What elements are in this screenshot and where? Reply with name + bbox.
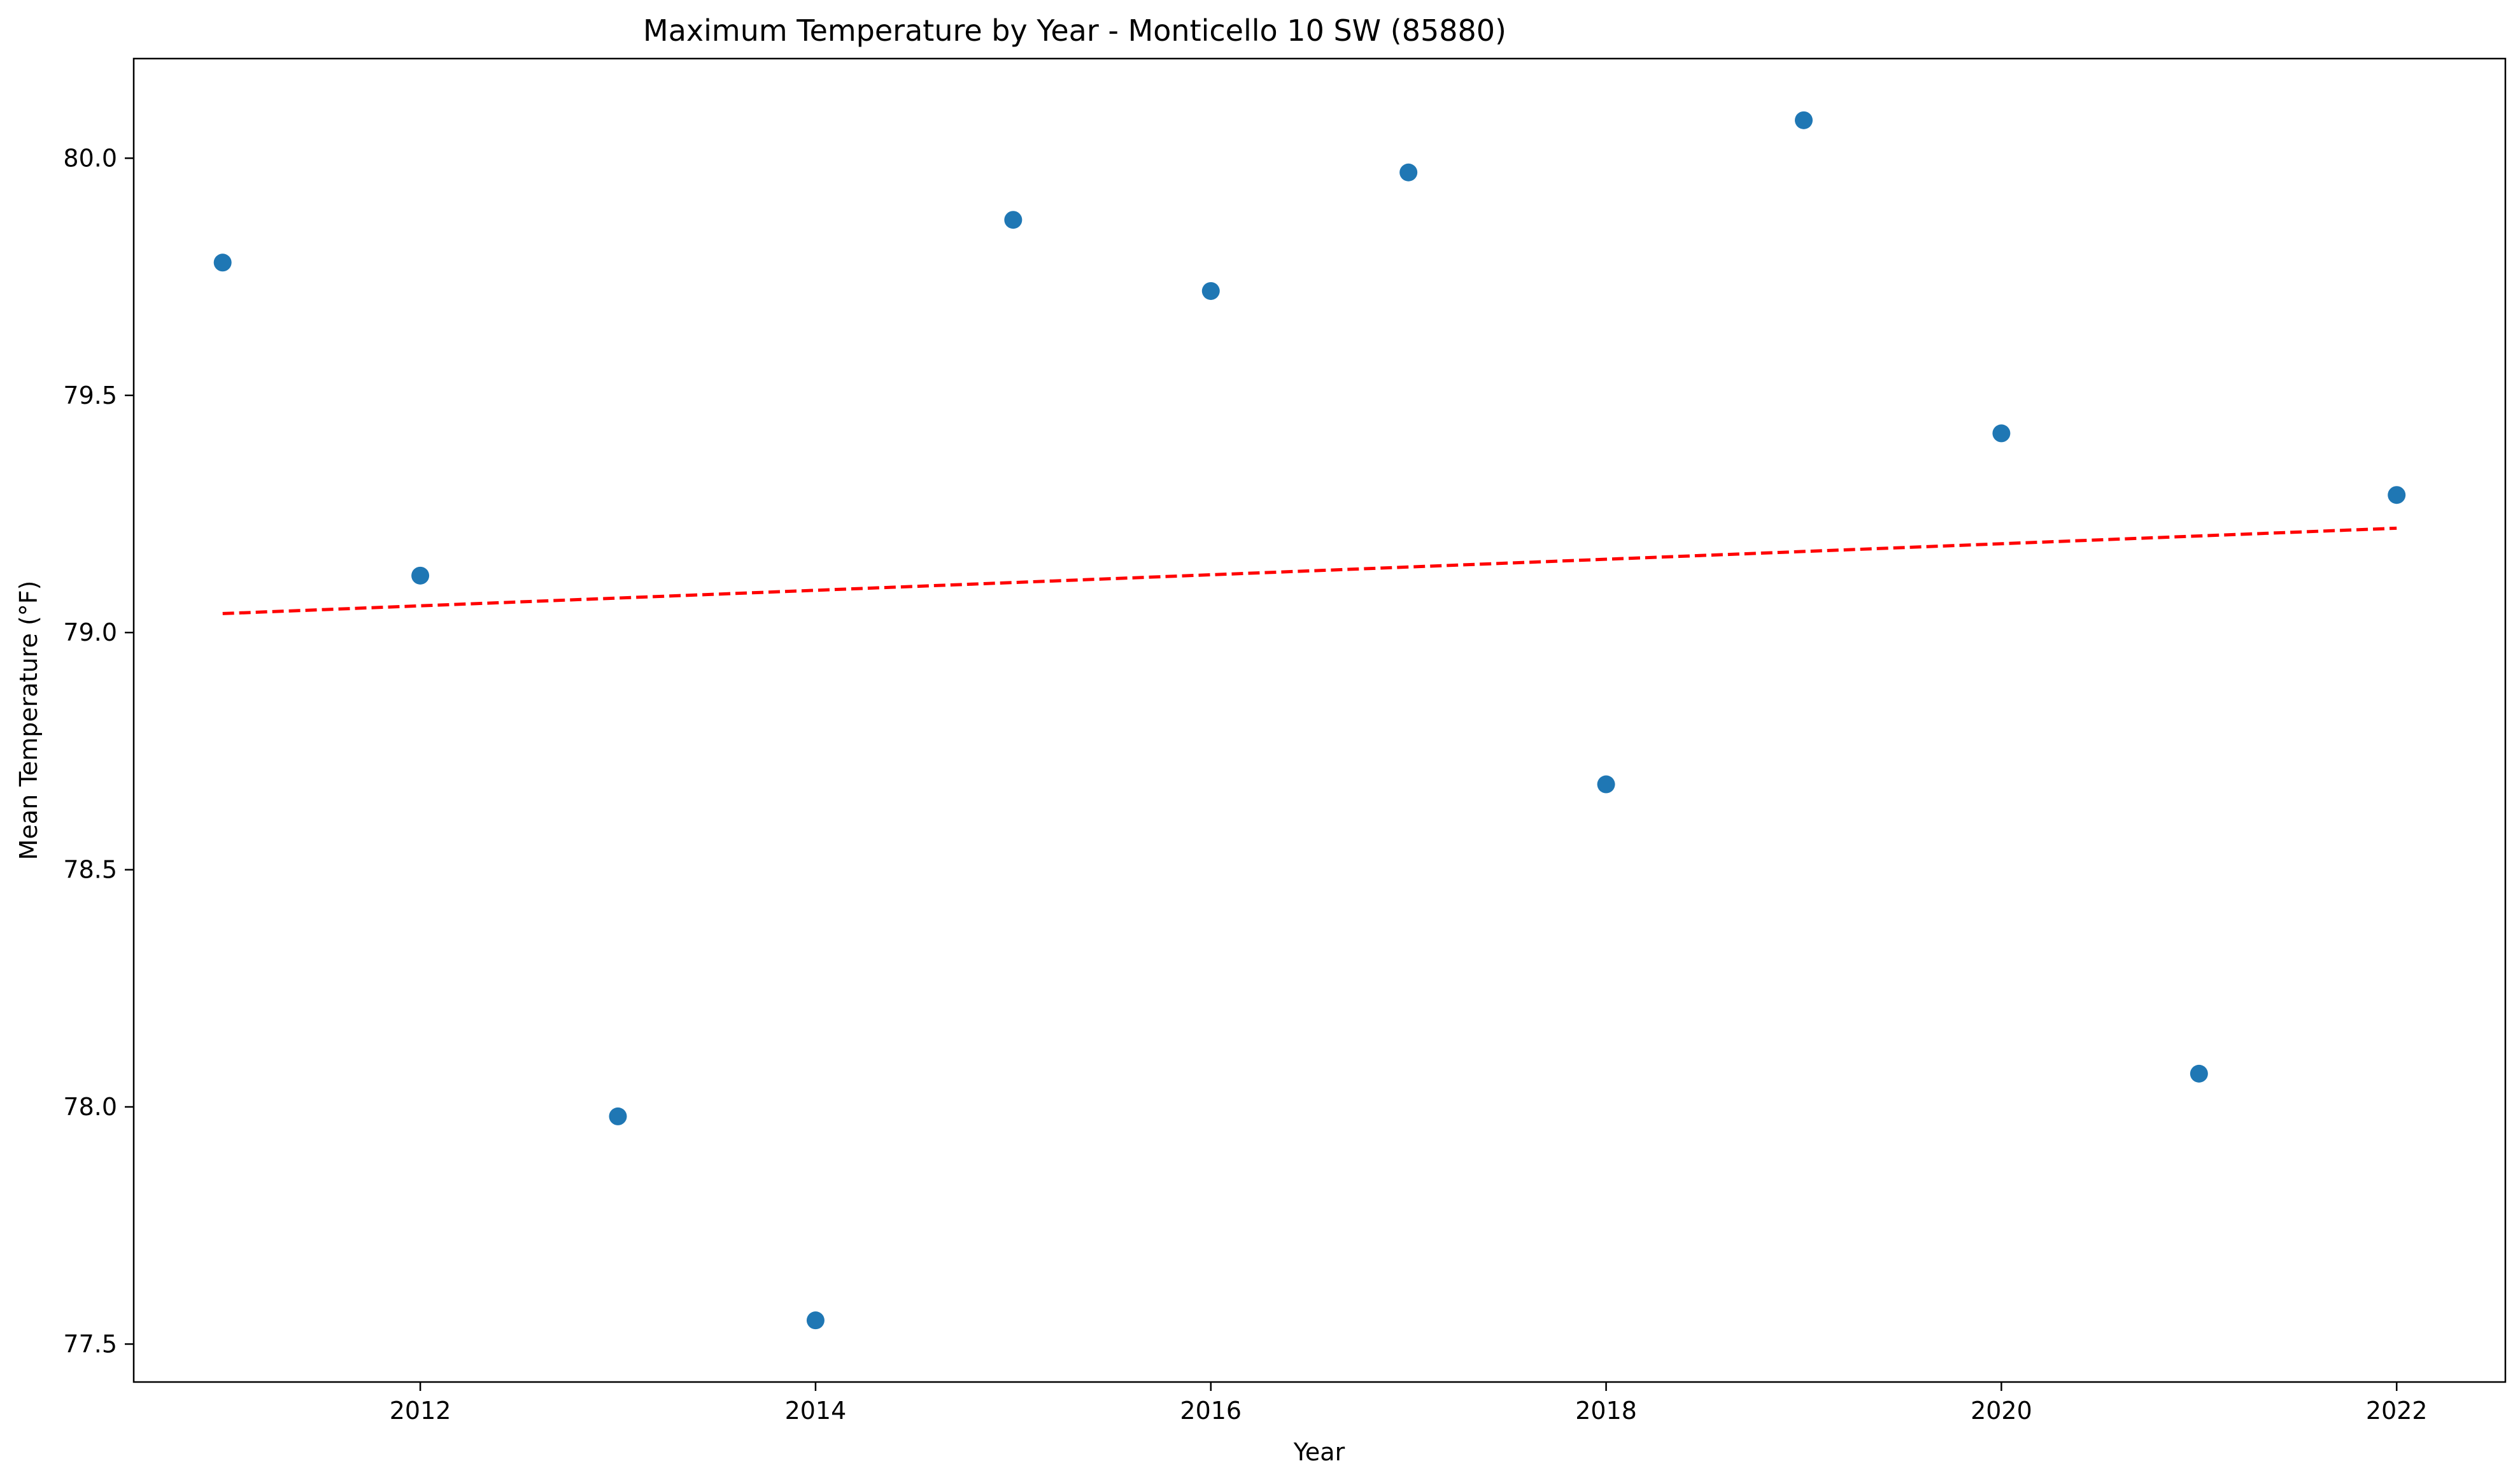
x-axis: 2012 2014 2016 2018 2020 2022 — [390, 1382, 2428, 1425]
x-tick-label: 2022 — [2366, 1397, 2428, 1425]
trend-line — [222, 526, 2397, 615]
chart-title: Maximum Temperature by Year - Monticello… — [643, 13, 1506, 48]
y-tick-label: 77.5 — [63, 1330, 117, 1358]
data-point — [411, 566, 430, 585]
plot-area — [213, 111, 2406, 1330]
data-point — [1004, 211, 1023, 229]
y-tick-label: 79.5 — [63, 381, 117, 410]
y-tick-label: 78.0 — [63, 1093, 117, 1121]
y-axis-label: Mean Temperature (°F) — [15, 581, 43, 860]
data-point — [2190, 1064, 2208, 1083]
y-tick-label: 80.0 — [63, 144, 117, 172]
x-tick-label: 2016 — [1180, 1397, 1242, 1425]
data-point — [1597, 775, 1615, 794]
data-point — [609, 1107, 627, 1125]
y-axis: 77.5 78.0 78.5 79.0 79.5 80.0 — [63, 144, 134, 1358]
data-point — [1795, 111, 1813, 129]
data-point — [213, 253, 232, 272]
data-point — [1399, 163, 1418, 182]
data-point — [2388, 486, 2406, 504]
data-point — [1992, 424, 2011, 443]
x-axis-label: Year — [1293, 1438, 1345, 1466]
y-tick-label: 78.5 — [63, 856, 117, 884]
axes-frame — [132, 57, 2507, 1383]
x-tick-label: 2018 — [1575, 1397, 1637, 1425]
x-tick-label: 2012 — [390, 1397, 451, 1425]
data-point — [806, 1311, 825, 1330]
data-point — [1201, 281, 1220, 300]
x-tick-label: 2014 — [785, 1397, 847, 1425]
y-tick-label: 79.0 — [63, 618, 117, 646]
x-tick-label: 2020 — [1971, 1397, 2032, 1425]
